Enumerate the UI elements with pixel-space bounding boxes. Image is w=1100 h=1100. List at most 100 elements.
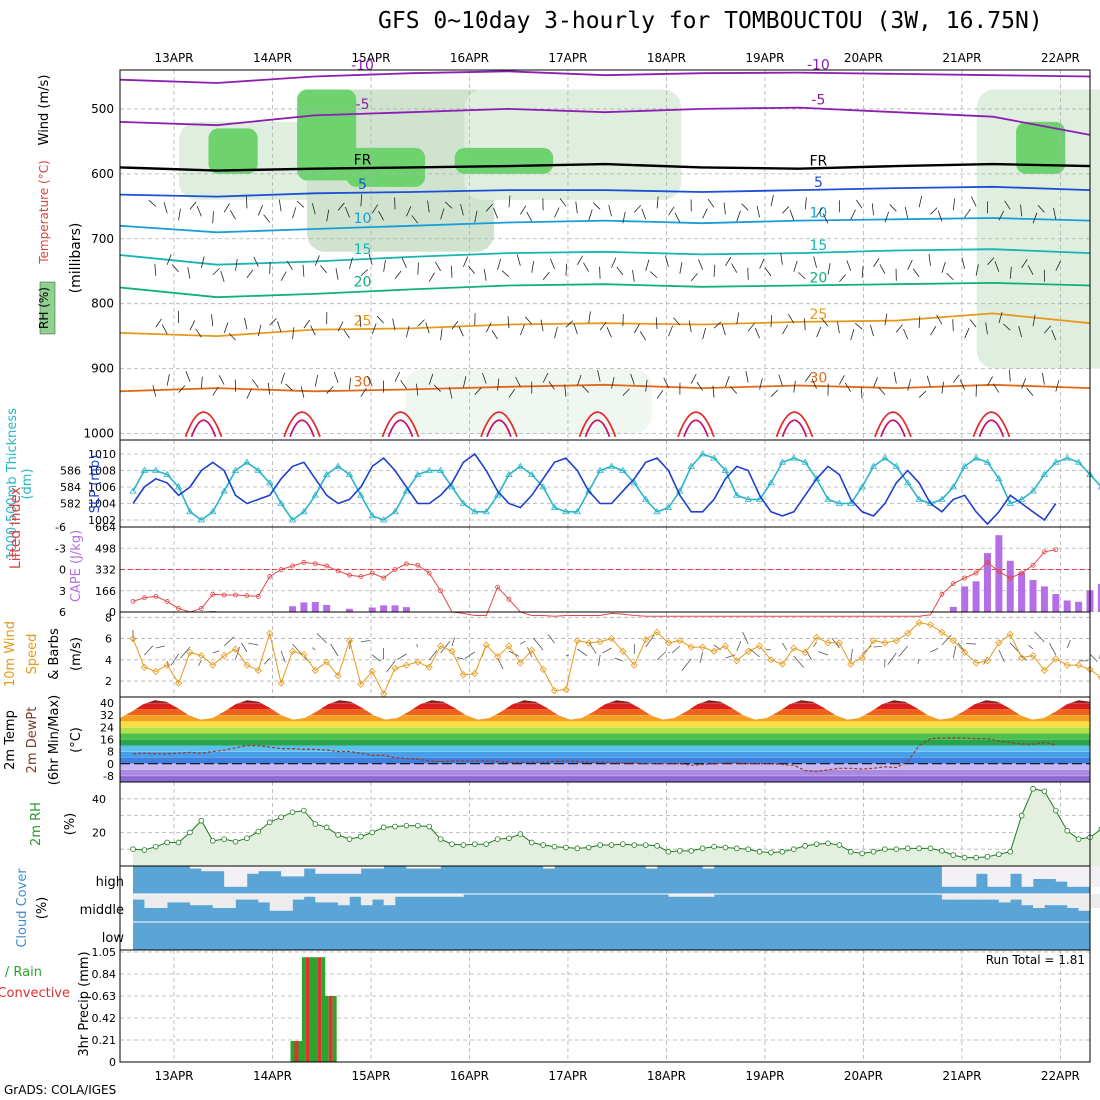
wind-barb <box>665 255 669 267</box>
wind-barb <box>821 318 829 327</box>
wind10m-axis-label-3: & Barbs <box>47 628 62 680</box>
date-tick-bottom: 19APR <box>745 1069 784 1083</box>
wind-barb <box>668 325 673 337</box>
precip-tick: 1.05 <box>92 946 117 959</box>
wind-speed-marker <box>129 634 137 643</box>
rh-marker <box>597 842 603 848</box>
wind-barb <box>189 201 197 210</box>
thickness-marker <box>357 491 365 498</box>
lifted-index-marker <box>495 584 500 590</box>
wind-speed-marker <box>607 634 616 643</box>
lifted-index-marker <box>324 563 330 569</box>
high-cloud-gap <box>941 866 954 887</box>
wind-barb <box>798 272 806 280</box>
wind-barb <box>286 260 293 270</box>
pressure-tick: 700 <box>91 232 114 246</box>
wind-speed-marker <box>881 639 889 647</box>
middle-cloud-gap <box>953 894 965 900</box>
lifted-index-marker <box>164 598 170 604</box>
rh-marker <box>380 824 387 831</box>
lifted-index-tick: 6 <box>59 606 66 619</box>
wind-barb <box>918 316 921 329</box>
wind-barb <box>501 270 510 278</box>
wind-barb-10m <box>813 641 817 648</box>
wind-barb <box>508 195 511 208</box>
wind-barb <box>253 256 259 267</box>
rh-marker <box>1075 836 1082 842</box>
wind-barb <box>782 324 788 335</box>
thickness-tick: 582 <box>60 498 81 511</box>
rh-marker <box>722 844 729 851</box>
cloud-level-high: high <box>96 875 124 890</box>
middle-cloud-gap <box>383 894 396 906</box>
wind-barb <box>371 323 377 335</box>
cape-bar <box>391 605 399 612</box>
wind-barb <box>302 264 305 277</box>
wind-barb-10m <box>428 650 438 661</box>
wind-barb-10m <box>645 634 655 648</box>
middle-cloud-gap <box>1044 894 1057 906</box>
isotherm-35-lobe <box>381 411 420 438</box>
lifted-index-marker <box>153 594 159 599</box>
wind-barb-10m <box>280 650 286 663</box>
wind-speed-marker <box>585 639 593 647</box>
wind-barb-10m <box>818 651 829 656</box>
precip-rain-bar <box>298 1041 303 1062</box>
rh-marker <box>517 831 524 837</box>
wind-barb <box>427 200 430 213</box>
wind-barb <box>656 196 659 209</box>
wind-barb <box>257 324 262 337</box>
wind-speed-marker <box>231 645 240 653</box>
thickness-marker <box>630 479 638 486</box>
lifted-index-marker <box>244 593 250 599</box>
wind-barb <box>1020 204 1023 217</box>
rh-unit-label: (%) <box>63 813 78 836</box>
wind-barb <box>360 269 368 277</box>
wind-speed-marker <box>596 638 604 646</box>
wind-barb <box>633 204 642 213</box>
thickness-marker <box>767 479 775 486</box>
high-cloud-gap <box>258 866 271 872</box>
rh-marker <box>175 839 182 846</box>
thickness-marker <box>448 483 456 490</box>
temperature-band <box>120 763 1090 770</box>
wind-speed-marker <box>277 679 285 687</box>
high-cloud-gap <box>406 866 419 869</box>
wind-barb <box>622 388 630 396</box>
cape-bar <box>1075 601 1083 612</box>
rh-marker <box>471 841 478 847</box>
wind-barb <box>593 202 601 210</box>
wind-barb <box>292 207 297 219</box>
wind-barb <box>211 314 214 327</box>
date-tick-top: 15APR <box>351 51 390 65</box>
thickness-marker <box>733 491 741 498</box>
wind-barb <box>884 211 890 223</box>
rh-marker <box>1007 848 1014 855</box>
wind-barb <box>789 209 795 221</box>
wind-barb <box>195 328 202 338</box>
precip-tick: 0.84 <box>92 968 117 981</box>
thickness-marker <box>186 507 194 515</box>
wind-barb-10m <box>316 633 327 644</box>
wind-barb <box>564 384 567 397</box>
thickness-marker <box>152 466 160 473</box>
wind-barb <box>975 264 979 276</box>
wind-speed-marker <box>539 665 547 673</box>
wind-barb <box>1032 314 1036 327</box>
precip-axis-label: 3hr Precip (mm) <box>77 951 92 1056</box>
wind-barb-10m <box>416 644 419 648</box>
wind-barb <box>850 329 855 341</box>
date-tick-top: 21APR <box>942 51 981 65</box>
isotherm-35-lobe <box>880 419 906 438</box>
series-line <box>132 452 1057 526</box>
wind-barb <box>277 321 282 333</box>
thickness-marker <box>904 479 912 486</box>
wind-barb-10m <box>850 649 853 662</box>
wind-barb <box>736 210 741 222</box>
rh-marker <box>278 814 284 821</box>
thickness-marker <box>482 507 490 515</box>
rh-marker <box>688 848 695 854</box>
date-tick-top: 14APR <box>253 51 292 65</box>
wind-barb <box>565 320 573 328</box>
